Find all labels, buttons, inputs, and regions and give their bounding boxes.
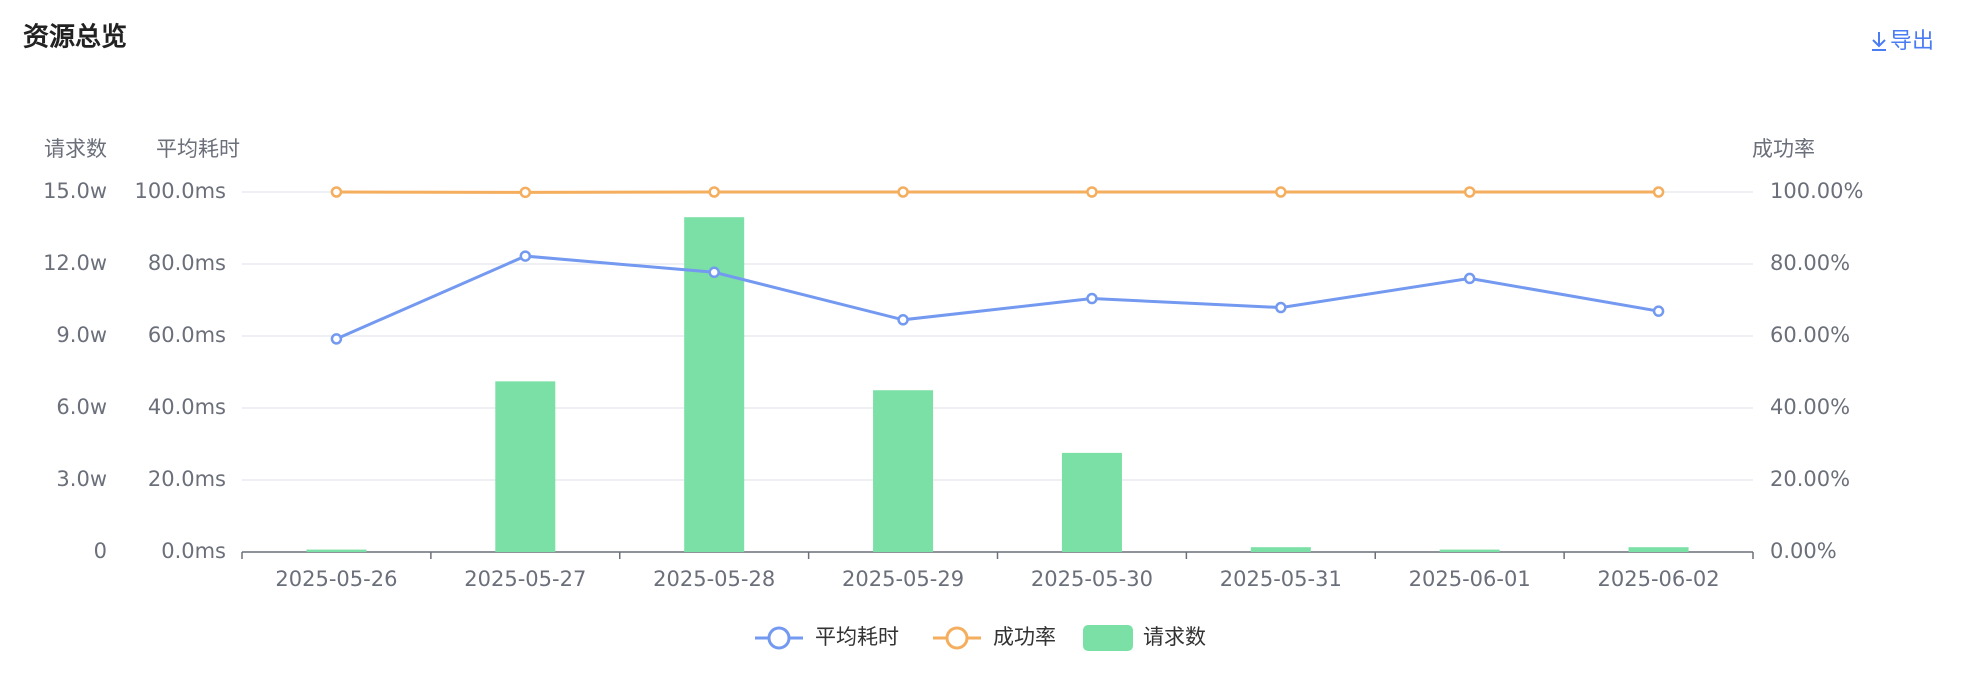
y2-tick-label: 40.0ms [148,395,226,419]
y3-tick-label: 100.00% [1770,179,1863,203]
y-tick-label: 12.0w [43,251,107,275]
legend-swatch [1083,625,1133,651]
x-tick-label: 2025-05-27 [464,567,586,591]
line [335,254,1659,341]
y3-tick-label: 0.00% [1770,539,1837,563]
bar [306,549,367,552]
y-tick-label: 9.0w [56,323,107,347]
bar [495,381,556,552]
bar [1250,547,1311,552]
point [1086,186,1098,198]
x-tick-label: 2025-06-02 [1598,567,1720,591]
x-tick-label: 2025-06-01 [1409,567,1531,591]
point [519,250,532,262]
y3-tick-label: 40.00% [1770,395,1850,419]
export-button[interactable]: 导出 [1872,29,1934,54]
y2-tick-label: 60.0ms [148,323,226,347]
point [708,186,720,198]
point [330,333,343,345]
bar [1628,547,1689,552]
page-title: 资源总览 [23,23,127,53]
export-label[interactable]: 导出 [1890,29,1934,54]
export-icon [1872,32,1886,51]
y2-tick-label: 80.0ms [148,251,226,275]
point [330,186,343,198]
point [1086,292,1098,305]
legend-label: 成功率 [993,625,1056,649]
point [1275,301,1287,314]
legend-label: 平均耗时 [815,625,899,649]
x-tick-label: 2025-05-30 [1031,567,1153,591]
bar [1061,452,1122,552]
x-tick-label: 2025-05-26 [275,567,397,591]
y3-tick-label: 60.00% [1770,323,1850,347]
legend-marker [945,626,969,650]
point [897,186,909,198]
bar [873,390,934,552]
y2-axis-title: 平均耗时 [156,137,240,161]
point [1463,186,1476,198]
x-tick-label: 2025-05-31 [1220,567,1342,591]
y3-axis-title: 成功率 [1752,137,1815,161]
y2-tick-label: 100.0ms [134,179,226,203]
legend-marker [767,626,791,650]
y2-tick-label: 20.0ms [148,467,226,491]
point [708,266,720,279]
point [1652,186,1665,198]
bar [1439,549,1500,552]
x-tick-label: 2025-05-28 [653,567,775,591]
y-tick-label: 15.0w [43,179,107,203]
x-tick-label: 2025-05-29 [842,567,964,591]
y-tick-label: 3.0w [56,467,107,491]
y3-tick-label: 20.00% [1770,467,1850,491]
point [1275,186,1287,198]
y-tick-label: 6.0w [56,395,107,419]
y-tick-label: 0 [94,539,107,563]
point [897,314,909,326]
point [519,186,532,199]
y3-tick-label: 80.00% [1770,251,1850,275]
y2-tick-label: 0.0ms [161,539,226,563]
point [1463,272,1476,285]
y-axis-title: 请求数 [44,137,107,161]
point [1652,305,1665,317]
legend-label: 请求数 [1143,625,1206,649]
